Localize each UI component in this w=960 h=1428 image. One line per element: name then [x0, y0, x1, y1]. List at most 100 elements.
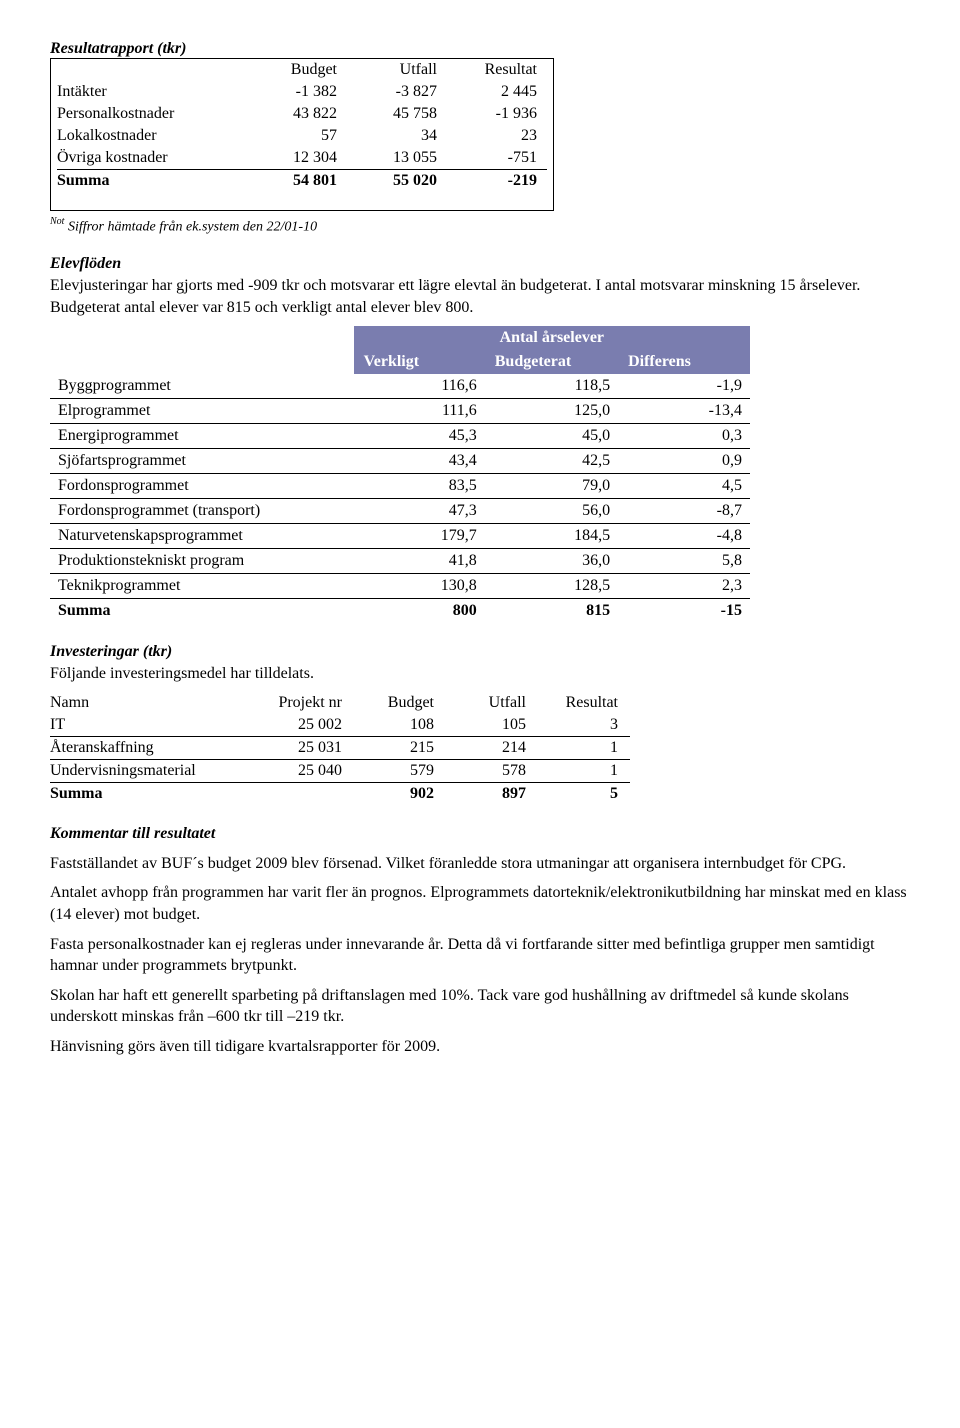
- cell-value: 5: [538, 783, 630, 806]
- cell-value: 55 020: [347, 170, 447, 193]
- table-row: Produktionstekniskt program41,836,05,8: [50, 549, 750, 574]
- cell-label: Intäkter: [57, 81, 247, 103]
- cell-value: 79,0: [485, 474, 618, 499]
- table-row: Teknikprogrammet130,8128,52,3: [50, 574, 750, 599]
- table-sub-header: Budgeterat: [485, 350, 618, 374]
- table-header: [57, 59, 247, 81]
- cell-value: -751: [447, 147, 547, 170]
- table-header: Namn: [50, 692, 252, 714]
- cell-value: 56,0: [485, 499, 618, 524]
- table-row: Fordonsprogrammet (transport)47,356,0-8,…: [50, 499, 750, 524]
- table-row-summa: Summa 54 801 55 020 -219: [57, 170, 547, 193]
- table-row: Lokalkostnader 57 34 23: [57, 125, 547, 147]
- cell-value: 2,3: [618, 574, 750, 599]
- table-header-main-row: Antal årselever: [50, 326, 750, 350]
- investeringar-table: Namn Projekt nr Budget Utfall Resultat I…: [50, 692, 630, 805]
- cell-label: Återanskaffning: [50, 737, 252, 760]
- cell-value: 108: [354, 714, 446, 737]
- cell-label: Elprogrammet: [50, 399, 354, 424]
- cell-value: 578: [446, 760, 538, 783]
- cell-value: 47,3: [354, 499, 485, 524]
- cell-value: -1,9: [618, 374, 750, 399]
- kommentar-p3: Fasta personalkostnader kan ej regleras …: [50, 934, 910, 977]
- elevfloden-heading: Elevflöden: [50, 255, 121, 272]
- elevfloden-section: Elevflöden Elevjusteringar har gjorts me…: [50, 253, 910, 318]
- table-row: Sjöfartsprogrammet43,442,50,9: [50, 449, 750, 474]
- cell-label: Undervisningsmaterial: [50, 760, 252, 783]
- cell-value: 45 758: [347, 103, 447, 125]
- kommentar-p1: Fastställandet av BUF´s budget 2009 blev…: [50, 853, 910, 875]
- cell-value: 214: [446, 737, 538, 760]
- table-row: IT25 0021081053: [50, 714, 630, 737]
- cell-label: Energiprogrammet: [50, 424, 354, 449]
- table-header-row: Budget Utfall Resultat: [57, 59, 547, 81]
- cell-value: 1: [538, 737, 630, 760]
- cell-value: 118,5: [485, 374, 618, 399]
- cell-value: 116,6: [354, 374, 485, 399]
- cell-label: Övriga kostnader: [57, 147, 247, 170]
- kommentar-p2: Antalet avhopp från programmen har varit…: [50, 882, 910, 925]
- table-row: Återanskaffning25 0312152141: [50, 737, 630, 760]
- cell-value: 25 031: [252, 737, 354, 760]
- investeringar-intro: Följande investeringsmedel har tilldelat…: [50, 665, 314, 682]
- table-row: Övriga kostnader 12 304 13 055 -751: [57, 147, 547, 170]
- cell-value: 800: [354, 599, 485, 624]
- cell-value: 45,0: [485, 424, 618, 449]
- cell-value: 125,0: [485, 399, 618, 424]
- cell-value: [252, 783, 354, 806]
- cell-value: 45,3: [354, 424, 485, 449]
- cell-value: 128,5: [485, 574, 618, 599]
- cell-value: 815: [485, 599, 618, 624]
- investeringar-section: Investeringar (tkr) Följande investering…: [50, 641, 910, 684]
- cell-value: 25 040: [252, 760, 354, 783]
- table-header-row: Namn Projekt nr Budget Utfall Resultat: [50, 692, 630, 714]
- table-row: Intäkter -1 382 -3 827 2 445: [57, 81, 547, 103]
- table-header: Budget: [354, 692, 446, 714]
- result-report-box: Budget Utfall Resultat Intäkter -1 382 -…: [50, 58, 554, 211]
- empty-cell: [50, 326, 354, 350]
- cell-value: 579: [354, 760, 446, 783]
- cell-value: 0,3: [618, 424, 750, 449]
- kommentar-heading: Kommentar till resultatet: [50, 823, 910, 845]
- cell-value: 1: [538, 760, 630, 783]
- table-sub-header: Differens: [618, 350, 750, 374]
- table-row: Personalkostnader 43 822 45 758 -1 936: [57, 103, 547, 125]
- empty-cell: [50, 350, 354, 374]
- table-header: Projekt nr: [252, 692, 354, 714]
- cell-value: -1 382: [247, 81, 347, 103]
- cell-label: Teknikprogrammet: [50, 574, 354, 599]
- cell-label: Personalkostnader: [57, 103, 247, 125]
- table-row: Naturvetenskapsprogrammet179,7184,5-4,8: [50, 524, 750, 549]
- cell-value: -8,7: [618, 499, 750, 524]
- cell-value: 57: [247, 125, 347, 147]
- cell-value: -4,8: [618, 524, 750, 549]
- cell-value: 111,6: [354, 399, 485, 424]
- cell-label: Fordonsprogrammet (transport): [50, 499, 354, 524]
- kommentar-p5: Hänvisning görs även till tidigare kvart…: [50, 1036, 910, 1058]
- cell-label: Summa: [50, 599, 354, 624]
- cell-value: 902: [354, 783, 446, 806]
- cell-label: IT: [50, 714, 252, 737]
- cell-value: -13,4: [618, 399, 750, 424]
- table-header: Budget: [247, 59, 347, 81]
- cell-value: 83,5: [354, 474, 485, 499]
- footnote-text: Siffror hämtade från ek.system den 22/01…: [64, 219, 317, 234]
- elevfloden-text: Elevjusteringar har gjorts med -909 tkr …: [50, 277, 860, 316]
- table-row: Byggprogrammet116,6118,5-1,9: [50, 374, 750, 399]
- cell-value: 897: [446, 783, 538, 806]
- cell-label: Sjöfartsprogrammet: [50, 449, 354, 474]
- cell-value: 179,7: [354, 524, 485, 549]
- cell-label: Lokalkostnader: [57, 125, 247, 147]
- table-header: Utfall: [347, 59, 447, 81]
- cell-label: Summa: [50, 783, 252, 806]
- cell-value: 54 801: [247, 170, 347, 193]
- table-header: Resultat: [538, 692, 630, 714]
- cell-value: 12 304: [247, 147, 347, 170]
- table-main-header: Antal årselever: [354, 326, 750, 350]
- cell-value: 130,8: [354, 574, 485, 599]
- kommentar-p4: Skolan har haft ett generellt sparbeting…: [50, 985, 910, 1028]
- cell-label: Fordonsprogrammet: [50, 474, 354, 499]
- cell-value: 13 055: [347, 147, 447, 170]
- table-row: Energiprogrammet45,345,00,3: [50, 424, 750, 449]
- table-header: Resultat: [447, 59, 547, 81]
